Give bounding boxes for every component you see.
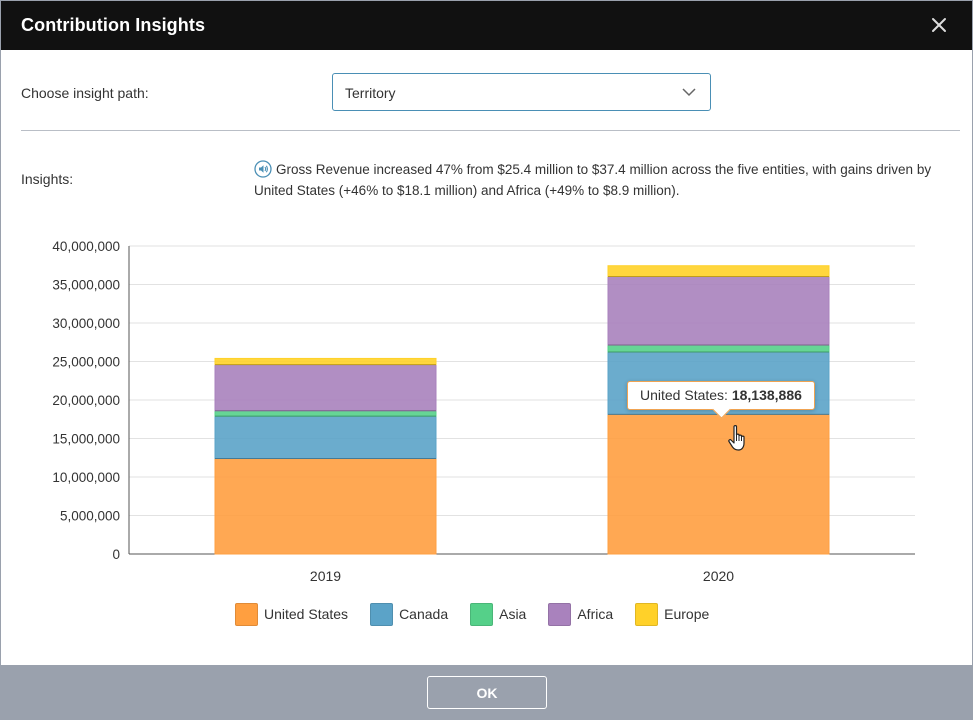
chart-legend: United States Canada Asia Africa Europe bbox=[235, 601, 731, 627]
y-tick-label: 10,000,000 bbox=[52, 470, 120, 485]
y-tick-label: 35,000,000 bbox=[52, 278, 120, 293]
hand-pointer-icon bbox=[728, 425, 745, 451]
bar-segment bbox=[607, 413, 830, 555]
legend-swatch bbox=[470, 602, 494, 626]
x-tick-label: 2020 bbox=[703, 568, 734, 584]
dialog-titlebar: Contribution Insights bbox=[1, 1, 972, 50]
bar-segment bbox=[214, 364, 437, 412]
legend-item[interactable]: Asia bbox=[470, 602, 527, 626]
legend-label: United States bbox=[264, 606, 349, 622]
legend-item[interactable]: United States bbox=[235, 602, 349, 626]
legend-swatch bbox=[548, 602, 572, 626]
insight-text: Gross Revenue increased 47% from $25.4 m… bbox=[254, 162, 932, 198]
legend-swatch bbox=[370, 602, 394, 626]
legend-label: Europe bbox=[664, 606, 710, 622]
y-tick-label: 15,000,000 bbox=[52, 432, 120, 447]
y-tick-label: 0 bbox=[112, 547, 120, 562]
insights-label: Insights: bbox=[21, 171, 74, 187]
legend-swatch bbox=[635, 602, 659, 626]
legend-item[interactable]: Europe bbox=[635, 602, 710, 626]
y-tick-label: 25,000,000 bbox=[52, 355, 120, 370]
legend-item[interactable]: Africa bbox=[548, 602, 614, 626]
dialog-title: Contribution Insights bbox=[21, 15, 206, 35]
bar-segment bbox=[607, 276, 830, 346]
section-divider bbox=[21, 130, 960, 131]
tooltip-value: 18,138,886 bbox=[731, 387, 802, 403]
dialog-footer: OK bbox=[1, 665, 972, 719]
bar-segment bbox=[607, 265, 830, 278]
legend-label: Canada bbox=[399, 606, 449, 622]
insight-path-select[interactable]: Territory bbox=[332, 73, 711, 111]
insight-summary: Gross Revenue increased 47% from $25.4 m… bbox=[254, 159, 954, 201]
y-tick-label: 30,000,000 bbox=[52, 316, 120, 331]
legend-item[interactable]: Canada bbox=[370, 602, 449, 626]
chart-tooltip: United States: 18,138,886 bbox=[627, 381, 815, 419]
y-tick-label: 5,000,000 bbox=[60, 509, 120, 524]
legend-label: Asia bbox=[499, 606, 527, 622]
x-tick-label: 2019 bbox=[310, 568, 341, 584]
bar-segment bbox=[214, 415, 437, 460]
legend-swatch bbox=[235, 602, 258, 626]
ok-button[interactable]: OK bbox=[427, 676, 547, 709]
bar-segment bbox=[607, 344, 830, 353]
speaker-icon[interactable] bbox=[254, 160, 272, 178]
bar-segment bbox=[214, 357, 437, 366]
insight-path-label: Choose insight path: bbox=[21, 85, 149, 101]
chevron-down-icon bbox=[682, 88, 696, 97]
close-icon[interactable] bbox=[927, 13, 951, 37]
stacked-bar-chart: 0 5,000,000 10,000,000 15,000,000 20,000,000… bbox=[52, 239, 915, 584]
y-tick-label: 20,000,000 bbox=[52, 393, 120, 408]
bar-segment bbox=[214, 458, 437, 555]
y-tick-label: 40,000,000 bbox=[52, 239, 120, 254]
tooltip-series: United States: bbox=[640, 387, 728, 403]
bar-segment bbox=[214, 410, 437, 417]
insight-path-selected-value: Territory bbox=[345, 85, 396, 101]
legend-label: Africa bbox=[577, 606, 614, 622]
